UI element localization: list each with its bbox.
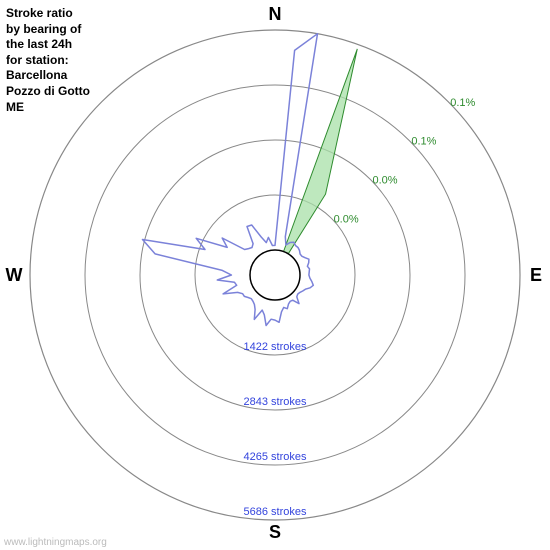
ratio-ring-label-1: 0.0%	[334, 213, 359, 225]
polar-chart: N E S W 1422 strokes 2843 strokes 4265 strokes…	[0, 0, 550, 550]
stroke-ring-label-3: 4265 strokes	[244, 451, 307, 463]
ratio-ring-label-2: 0.0%	[372, 175, 397, 187]
center-circle	[250, 250, 300, 300]
cardinal-W: W	[6, 265, 23, 285]
cardinal-N: N	[269, 4, 282, 24]
ratio-ring-label-3: 0.1%	[411, 136, 436, 148]
cardinal-S: S	[269, 522, 281, 542]
cardinal-E: E	[530, 265, 542, 285]
stroke-ring-label-4: 5686 strokes	[244, 506, 307, 518]
ratio-ring-label-4: 0.1%	[450, 97, 475, 109]
stroke-ring-label-2: 2843 strokes	[244, 396, 307, 408]
stroke-ring-label-1: 1422 strokes	[244, 341, 307, 353]
